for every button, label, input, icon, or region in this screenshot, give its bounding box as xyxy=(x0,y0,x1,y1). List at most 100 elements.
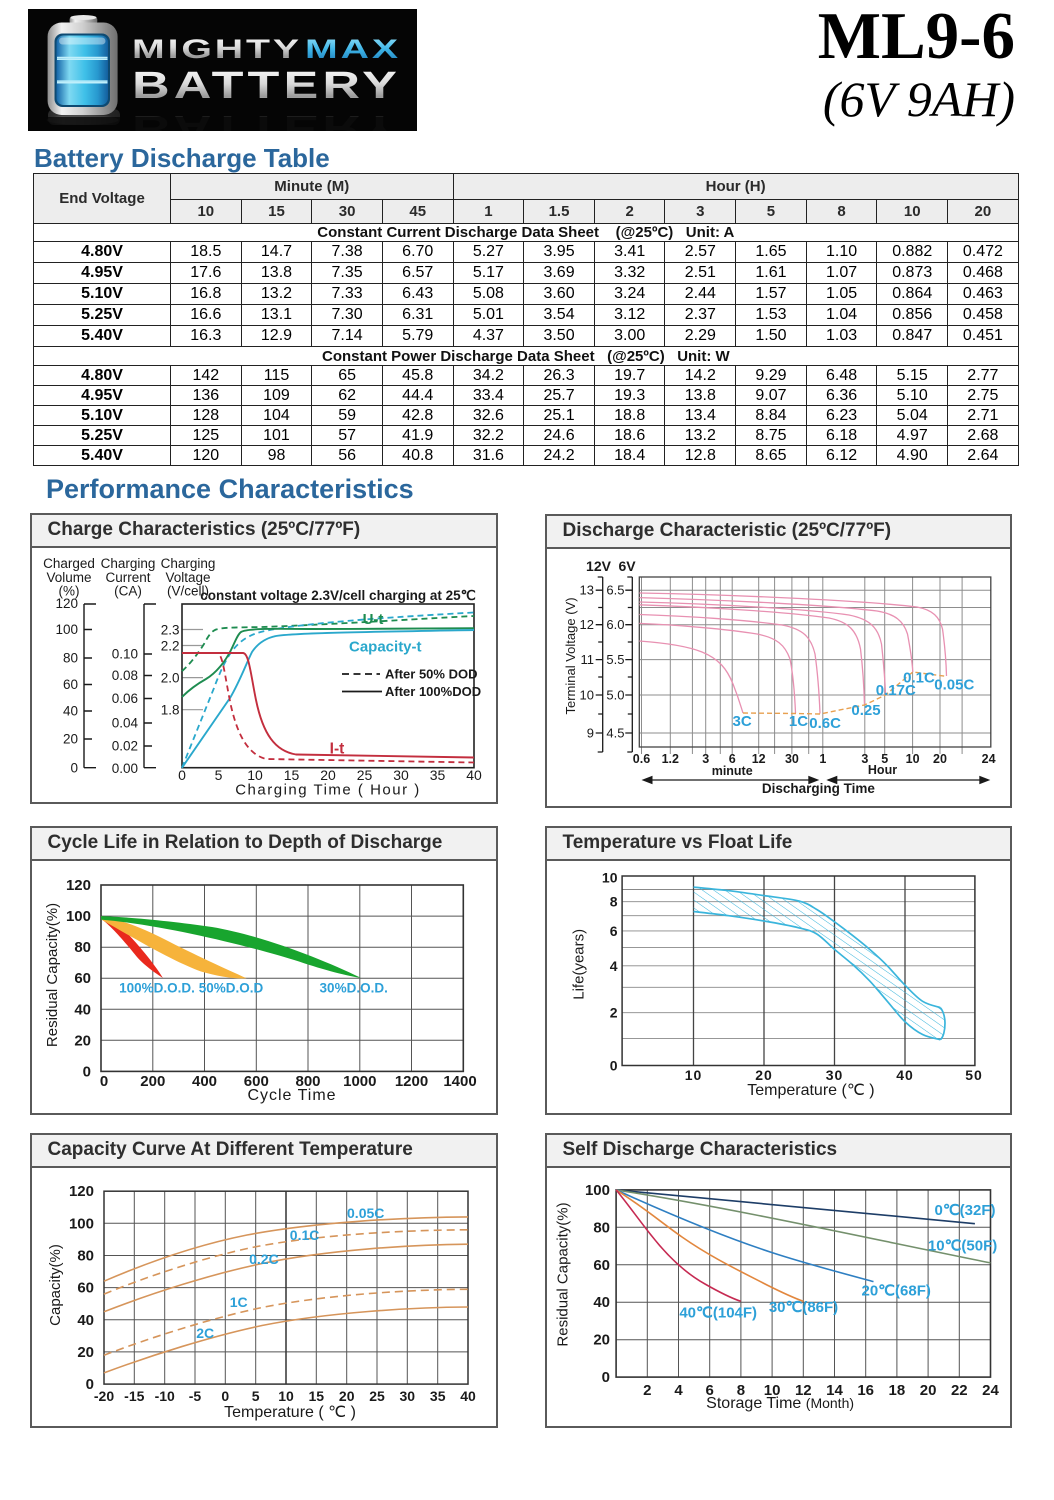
svg-text:6.5: 6.5 xyxy=(606,583,624,598)
svg-text:0: 0 xyxy=(85,1376,93,1393)
svg-text:20: 20 xyxy=(77,1344,94,1361)
svg-text:9: 9 xyxy=(586,726,593,741)
svg-text:0.25: 0.25 xyxy=(851,702,880,719)
svg-text:0: 0 xyxy=(221,1388,229,1404)
svg-text:100: 100 xyxy=(584,1182,609,1199)
svg-text:Residual Capacity(%): Residual Capacity(%) xyxy=(44,903,61,1047)
svg-text:12V: 12V xyxy=(586,558,612,574)
svg-text:20: 20 xyxy=(74,1032,91,1049)
svg-text:30: 30 xyxy=(825,1067,843,1083)
svg-text:0.2C: 0.2C xyxy=(249,1251,279,1267)
svg-text:3: 3 xyxy=(861,752,868,766)
svg-text:25: 25 xyxy=(369,1388,385,1404)
svg-text:60: 60 xyxy=(593,1257,610,1274)
svg-text:1: 1 xyxy=(819,752,826,766)
svg-text:MIGHTY: MIGHTY xyxy=(132,34,302,64)
svg-text:2.2: 2.2 xyxy=(160,639,179,654)
svg-text:5: 5 xyxy=(214,767,222,783)
svg-text:40: 40 xyxy=(896,1067,914,1083)
svg-text:Capacity-t: Capacity-t xyxy=(349,639,422,656)
svg-text:0.1C: 0.1C xyxy=(289,1227,319,1243)
svg-text:1200: 1200 xyxy=(394,1073,427,1090)
svg-text:Life(years): Life(years) xyxy=(570,929,587,1000)
svg-text:10: 10 xyxy=(684,1067,702,1083)
svg-text:constant voltage 2.3V/cell cha: constant voltage 2.3V/cell charging at 2… xyxy=(200,588,476,603)
svg-text:2.3: 2.3 xyxy=(160,623,179,638)
svg-text:1C: 1C xyxy=(788,713,807,730)
svg-text:1.2: 1.2 xyxy=(661,752,678,766)
svg-text:0.08: 0.08 xyxy=(111,668,137,683)
svg-text:120: 120 xyxy=(55,596,78,611)
svg-text:Charging: Charging xyxy=(160,556,215,571)
svg-text:Charging: Charging xyxy=(100,556,155,571)
svg-text:10: 10 xyxy=(601,870,617,886)
svg-text:50%D.O.D: 50%D.O.D xyxy=(198,981,263,996)
svg-text:25: 25 xyxy=(356,767,372,783)
svg-text:12: 12 xyxy=(751,752,765,766)
svg-text:0: 0 xyxy=(609,1058,617,1074)
svg-text:U-t: U-t xyxy=(362,611,383,628)
svg-text:24: 24 xyxy=(982,1382,999,1399)
svg-text:0.00: 0.00 xyxy=(111,761,137,776)
svg-text:11: 11 xyxy=(580,652,594,667)
svg-text:Hour: Hour xyxy=(867,763,896,777)
svg-text:30℃(86F): 30℃(86F) xyxy=(768,1299,837,1316)
svg-text:2.0: 2.0 xyxy=(160,671,179,686)
svg-text:15: 15 xyxy=(283,767,299,783)
svg-text:BATTERY: BATTERY xyxy=(132,65,401,107)
svg-text:100: 100 xyxy=(68,1215,93,1232)
svg-text:20: 20 xyxy=(919,1382,936,1399)
svg-text:2: 2 xyxy=(643,1382,651,1399)
svg-text:3C: 3C xyxy=(732,713,751,730)
svg-text:Residual Capacity(%): Residual Capacity(%) xyxy=(554,1202,571,1346)
svg-text:20: 20 xyxy=(933,752,947,766)
svg-text:0.6C: 0.6C xyxy=(809,715,841,732)
svg-text:2C: 2C xyxy=(196,1325,214,1341)
svg-text:1000: 1000 xyxy=(343,1073,376,1090)
svg-text:22: 22 xyxy=(950,1382,967,1399)
svg-text:0.10: 0.10 xyxy=(111,647,137,662)
svg-text:6V: 6V xyxy=(618,558,636,574)
svg-text:0: 0 xyxy=(70,761,78,776)
svg-text:40: 40 xyxy=(77,1312,94,1329)
svg-text:5: 5 xyxy=(881,752,888,766)
svg-text:0: 0 xyxy=(82,1063,90,1080)
svg-text:24: 24 xyxy=(981,752,995,766)
svg-text:Voltage: Voltage xyxy=(165,570,210,585)
svg-text:6: 6 xyxy=(728,752,735,766)
svg-text:5.0: 5.0 xyxy=(606,688,624,703)
svg-text:16: 16 xyxy=(857,1382,874,1399)
svg-text:20: 20 xyxy=(593,1332,610,1349)
svg-text:13: 13 xyxy=(579,583,593,598)
svg-text:Volume: Volume xyxy=(46,570,91,585)
svg-text:10: 10 xyxy=(763,1382,780,1399)
svg-text:80: 80 xyxy=(77,1248,94,1265)
svg-text:0.06: 0.06 xyxy=(111,691,137,706)
svg-text:800: 800 xyxy=(295,1073,320,1090)
svg-text:14: 14 xyxy=(826,1382,843,1399)
svg-text:10: 10 xyxy=(579,688,593,703)
svg-text:30%D.O.D.: 30%D.O.D. xyxy=(319,981,387,996)
svg-text:Charged: Charged xyxy=(43,556,95,571)
svg-text:10: 10 xyxy=(905,752,919,766)
svg-text:120: 120 xyxy=(68,1183,93,1200)
svg-text:60: 60 xyxy=(74,970,91,987)
svg-text:20: 20 xyxy=(62,732,77,747)
svg-text:120: 120 xyxy=(65,877,90,894)
svg-text:8: 8 xyxy=(609,894,617,910)
svg-text:18: 18 xyxy=(888,1382,905,1399)
svg-text:(CA): (CA) xyxy=(114,584,142,599)
svg-text:I-t: I-t xyxy=(329,741,344,758)
svg-text:0.05C: 0.05C xyxy=(347,1205,384,1221)
svg-text:400: 400 xyxy=(191,1073,216,1090)
svg-text:After 50% DOD: After 50% DOD xyxy=(385,667,477,682)
svg-text:0: 0 xyxy=(99,1073,107,1090)
svg-text:0.1C: 0.1C xyxy=(903,670,935,687)
svg-text:80: 80 xyxy=(74,939,91,956)
svg-text:60: 60 xyxy=(62,677,77,692)
svg-text:0.02: 0.02 xyxy=(111,739,137,754)
svg-text:10: 10 xyxy=(278,1388,294,1404)
svg-text:Discharging Time: Discharging Time xyxy=(761,781,875,796)
svg-text:0: 0 xyxy=(601,1369,609,1386)
svg-text:20℃(68F): 20℃(68F) xyxy=(861,1283,930,1300)
